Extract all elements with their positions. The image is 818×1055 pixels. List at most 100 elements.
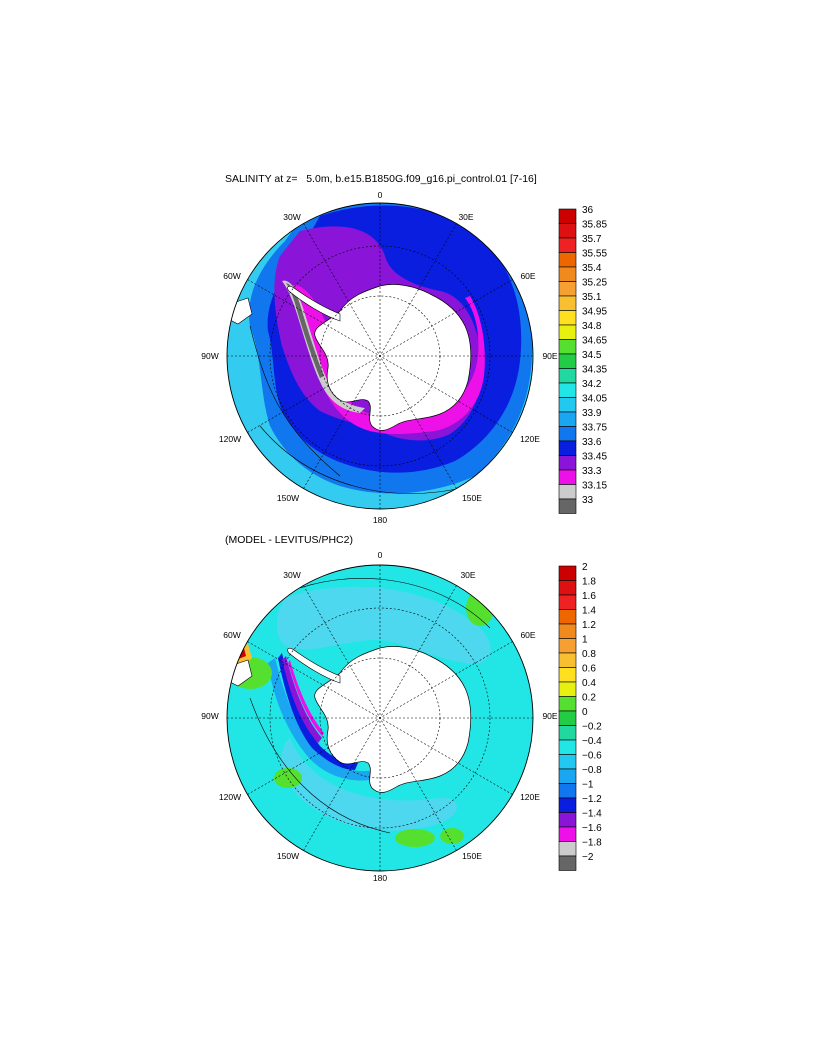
salinity-colorbar-swatch [558, 498, 577, 514]
difference-colorbar-label: −0.6 [582, 751, 602, 762]
diff-patch-dark [278, 653, 358, 770]
difference-colorbar-swatch [558, 638, 577, 654]
difference-colorbar-label: −0.8 [582, 765, 602, 776]
difference-colorbar-swatch [558, 768, 577, 784]
salinity-polar-map: 0 30E 60E 90E 120E 150E 180 150W 120W 90… [201, 190, 558, 525]
lon-label-120e-b: 120E [520, 792, 540, 802]
lon-label-30e: 30E [458, 212, 473, 222]
salinity-colorbar-swatch [558, 295, 577, 311]
salinity-colorbar-swatch [558, 324, 577, 340]
lon-label-60e: 60E [520, 271, 535, 281]
diff-patch-purple [282, 656, 322, 743]
salinity-colorbar-swatch [558, 252, 577, 268]
difference-colorbar-swatch [558, 667, 577, 683]
diff-patch-green-4 [440, 828, 464, 844]
diff-patch-green-3 [395, 829, 435, 847]
difference-colorbar-swatch [558, 580, 577, 596]
lon-label-90e-b: 90E [542, 711, 557, 721]
lon-label-150e-b: 150E [462, 851, 482, 861]
difference-colorbar-label: −1.4 [582, 809, 602, 820]
salinity-colorbar-label: 35.85 [582, 220, 607, 231]
difference-colorbar-swatch [558, 696, 577, 712]
salinity-colorbar-label: 33.9 [582, 408, 602, 419]
difference-colorbar-swatch [558, 594, 577, 610]
lon-label-60e-b: 60E [520, 630, 535, 640]
salinity-colorbar-swatch [558, 223, 577, 239]
salinity-colorbar-label: 34.8 [582, 321, 602, 332]
lon-label-180-b: 180 [373, 873, 387, 883]
top-panel-title: SALINITY at z= 5.0m, b.e15.B1850G.f09_g1… [225, 173, 537, 185]
lon-label-0: 0 [378, 190, 383, 200]
salinity-colorbar-swatch [558, 469, 577, 485]
difference-colorbar-swatch [558, 609, 577, 625]
difference-colorbar-label: 1.8 [582, 577, 596, 588]
diff-patch-light-1 [276, 586, 491, 664]
difference-colorbar-label: −1 [582, 780, 594, 791]
difference-colorbar-swatch [558, 681, 577, 697]
salinity-colorbar-label: 33.6 [582, 437, 602, 448]
lon-label-120w-b: 120W [219, 792, 241, 802]
difference-colorbar-swatch [558, 754, 577, 770]
diff-patch-magenta [288, 660, 324, 736]
lon-label-30e-b: 30E [460, 570, 475, 580]
salinity-colorbar-swatch [558, 382, 577, 398]
salinity-colorbar-swatch [558, 411, 577, 427]
salinity-colorbar-swatch [558, 397, 577, 413]
salinity-colorbar-swatch [558, 237, 577, 253]
difference-colorbar-label: −1.8 [582, 838, 602, 849]
lon-label-120e: 120E [520, 434, 540, 444]
lon-label-30w-b: 30W [283, 570, 300, 580]
difference-colorbar-swatch [558, 855, 577, 871]
lon-label-30w: 30W [283, 212, 300, 222]
difference-colorbar-swatch [558, 652, 577, 668]
difference-colorbar-label: −1.6 [582, 823, 602, 834]
salinity-colorbar-label: 34.2 [582, 379, 602, 390]
salinity-colorbar-label: 35.7 [582, 234, 602, 245]
salinity-colorbar-swatch [558, 484, 577, 500]
antarctic-peninsula [287, 286, 341, 322]
difference-colorbar-label: 1 [582, 635, 588, 646]
salinity-colorbar-label: 33.15 [582, 481, 607, 492]
antarctica-land-2 [314, 646, 472, 793]
salinity-colorbar-swatch [558, 310, 577, 326]
difference-colorbar-swatch [558, 565, 577, 581]
salinity-colorbar-label: 34.65 [582, 336, 607, 347]
difference-colorbar-swatch [558, 826, 577, 842]
lon-label-180: 180 [373, 515, 387, 525]
salinity-difference-polar-map: 0 30E 60E 90E 120E 150E 180 150W 120W 90… [201, 550, 558, 883]
difference-colorbar-label: 0.2 [582, 693, 596, 704]
salinity-colorbar-swatch [558, 281, 577, 297]
salinity-colorbar-label: 33 [582, 495, 594, 506]
salinity-colorbar-label: 34.95 [582, 307, 607, 318]
antarctic-peninsula-2 [287, 648, 341, 684]
difference-colorbar-label: 1.2 [582, 620, 596, 631]
difference-colorbar-label: −2 [582, 852, 594, 863]
lon-label-150w-b: 150W [277, 851, 299, 861]
difference-colorbar-label: −0.4 [582, 736, 602, 747]
salinity-colorbar-swatch [558, 353, 577, 369]
salinity-colorbar-label: 34.05 [582, 394, 607, 405]
lon-label-90w-b: 90W [201, 711, 218, 721]
salinity-colorbar-swatch [558, 368, 577, 384]
difference-colorbar-swatch [558, 623, 577, 639]
lon-label-60w-b: 60W [223, 630, 240, 640]
difference-colorbar-label: 0.6 [582, 664, 596, 675]
antarctica-land [314, 284, 472, 431]
lon-label-120w: 120W [219, 434, 241, 444]
difference-colorbar-label: −1.2 [582, 794, 602, 805]
difference-colorbar-label: 0 [582, 707, 588, 718]
salinity-colorbar-swatch [558, 440, 577, 456]
lon-label-150e: 150E [462, 493, 482, 503]
salinity-colorbar-label: 33.45 [582, 452, 607, 463]
salinity-colorbar-label: 35.1 [582, 292, 602, 303]
difference-colorbar-label: −0.2 [582, 722, 602, 733]
salinity-colorbar-label: 35.25 [582, 278, 607, 289]
difference-colorbar-label: 2 [582, 562, 588, 573]
lon-label-90w: 90W [201, 351, 218, 361]
difference-colorbar-swatch [558, 710, 577, 726]
lon-label-0-b: 0 [378, 550, 383, 560]
difference-colorbar-swatch [558, 812, 577, 828]
difference-colorbar-swatch [558, 797, 577, 813]
salinity-colorbar: 36 35.85 35.7 35.55 35.4 35.25 35.1 34.95 34.8 34… [558, 205, 607, 514]
difference-colorbar-label: 1.4 [582, 606, 596, 617]
